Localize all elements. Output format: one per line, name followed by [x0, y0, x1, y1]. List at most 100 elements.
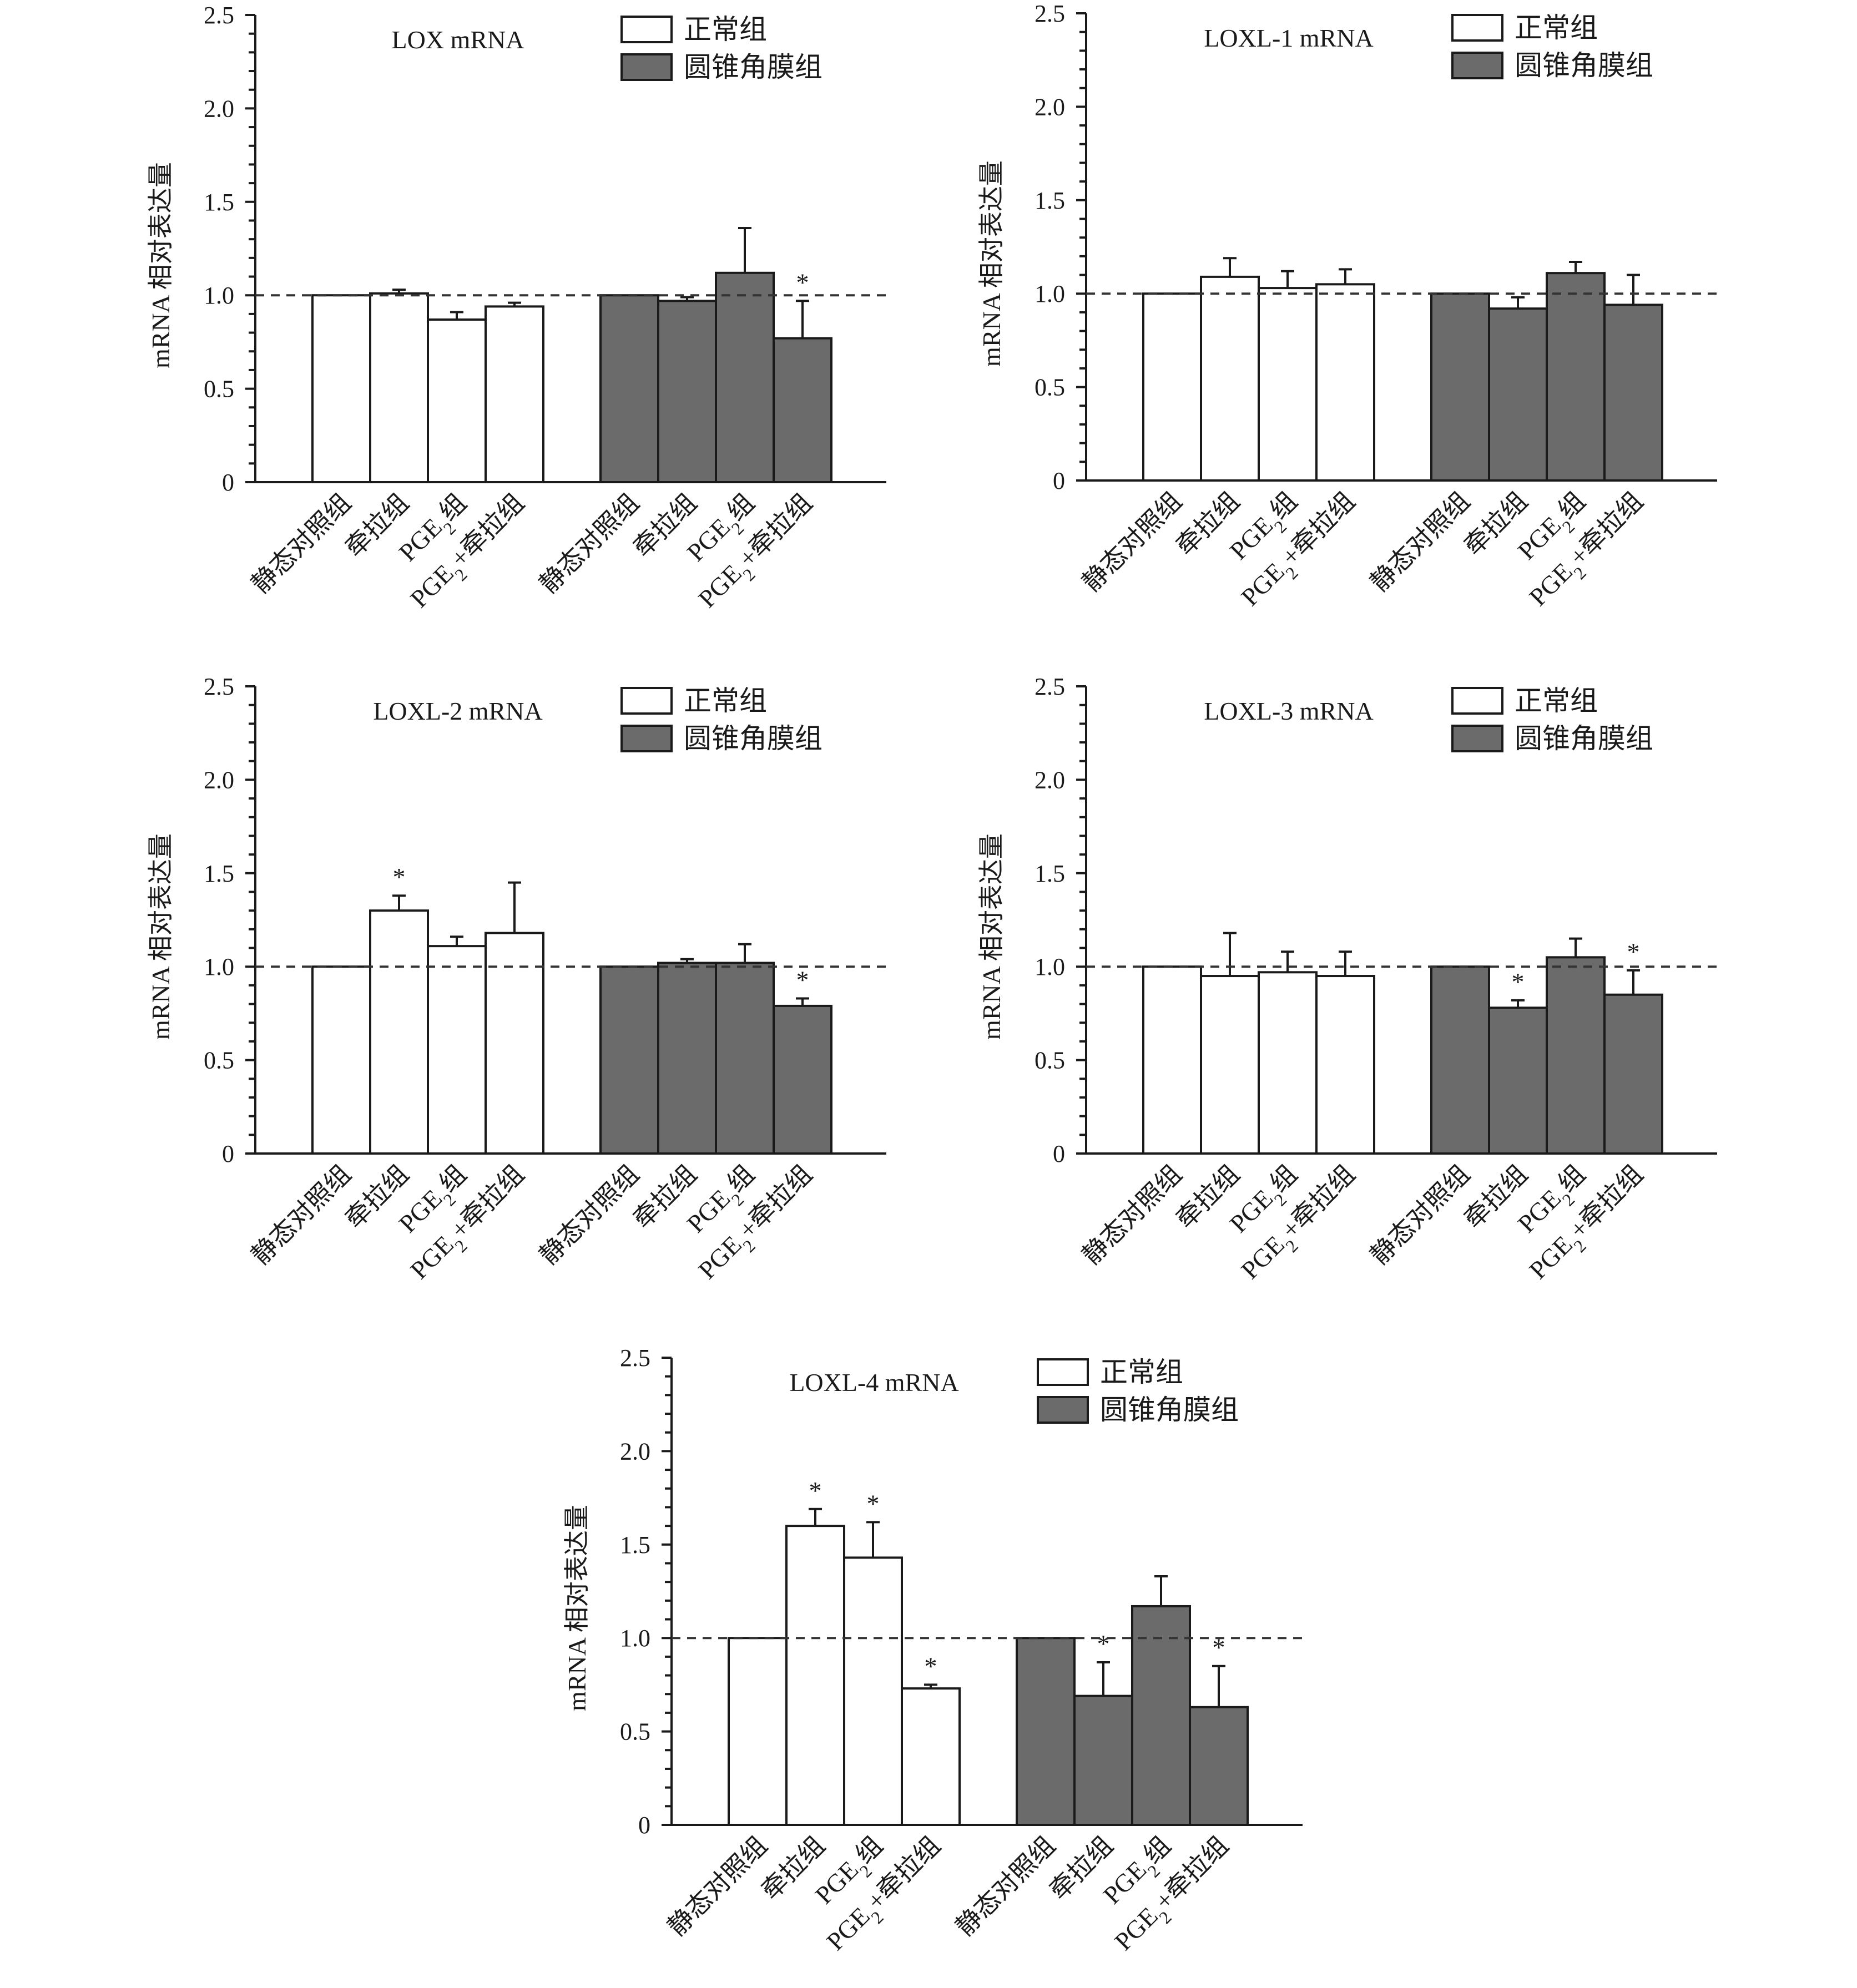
- y-tick-label: 2.5: [1035, 673, 1065, 700]
- legend-label-keratoconus: 圆锥角膜组: [1100, 1394, 1239, 1425]
- legend-swatch-normal: [1451, 14, 1503, 42]
- bar: [427, 318, 487, 483]
- bar: [773, 1004, 832, 1155]
- bar: [1430, 965, 1490, 1155]
- chart-panel-5: 0 0.5 1.0 1.5 2.0 2.5 mRNA 相对表达量 LOXL-4 mRNA 正常组…: [563, 1344, 1303, 1961]
- x-tick-label: 静态对照组: [246, 1160, 356, 1270]
- x-tick-label: 静态对照组: [1077, 487, 1187, 597]
- y-tick-label: 1.0: [1035, 280, 1065, 307]
- y-tick-label: 1.5: [1035, 860, 1065, 887]
- y-tick-label: 2.0: [1035, 93, 1065, 120]
- bar: [1546, 272, 1606, 482]
- legend-label-keratoconus: 圆锥角膜组: [1515, 50, 1653, 81]
- bar: [773, 337, 832, 483]
- x-tick-label: 静态对照组: [1077, 1160, 1187, 1270]
- y-tick-label: 2.5: [204, 673, 234, 700]
- x-tick-label: 静态对照组: [1365, 487, 1475, 597]
- x-tick-label: 静态对照组: [1365, 1160, 1475, 1270]
- y-tick-label: 2.5: [204, 2, 234, 29]
- chart-title: LOX mRNA: [392, 26, 524, 54]
- bar: [1430, 292, 1490, 482]
- bar: [1200, 275, 1260, 482]
- bar: [715, 962, 775, 1155]
- y-tick-label: 2.5: [620, 1344, 650, 1372]
- y-tick-label: 0.5: [204, 1047, 234, 1074]
- y-tick-label: 1.5: [1035, 187, 1065, 214]
- y-tick-label: 0: [1053, 467, 1065, 494]
- x-tick-label: 静态对照组: [662, 1831, 773, 1941]
- legend-label-normal: 正常组: [1515, 685, 1598, 716]
- y-axis-label: mRNA 相对表达量: [147, 833, 175, 1040]
- bar: [1073, 1694, 1133, 1826]
- bar: [1189, 1706, 1249, 1826]
- chart-panel-3: 0 0.5 1.0 1.5 2.0 2.5 mRNA 相对表达量 LOXL-2 mRNA 正常组…: [147, 673, 886, 1290]
- significance-star: *: [1213, 1633, 1225, 1662]
- y-tick-label: 0.5: [1035, 1047, 1065, 1074]
- y-tick-label: 1.0: [620, 1625, 650, 1652]
- legend-label-normal: 正常组: [684, 685, 767, 716]
- bar: [1142, 965, 1202, 1155]
- bar: [1142, 292, 1202, 482]
- bar: [1315, 975, 1375, 1155]
- y-axis-label: mRNA 相对表达量: [147, 162, 175, 368]
- y-tick-label: 0.5: [620, 1718, 650, 1746]
- y-tick-label: 2.0: [1035, 766, 1065, 793]
- bar: [1258, 971, 1318, 1155]
- significance-star: *: [925, 1652, 937, 1680]
- bar: [311, 294, 371, 483]
- y-tick-label: 1.0: [204, 282, 234, 309]
- bar: [1546, 956, 1606, 1155]
- y-tick-label: 0: [222, 1140, 234, 1167]
- legend-label-keratoconus: 圆锥角膜组: [684, 723, 822, 754]
- legend-label-keratoconus: 圆锥角膜组: [1515, 723, 1653, 754]
- legend-swatch-normal: [1037, 1358, 1089, 1386]
- significance-star: *: [1627, 938, 1640, 966]
- significance-star: *: [809, 1476, 822, 1505]
- x-tick-label: 静态对照组: [534, 1160, 644, 1270]
- legend-swatch-keratoconus: [1451, 725, 1503, 752]
- legend-label-keratoconus: 圆锥角膜组: [684, 52, 822, 83]
- y-tick-label: 2.0: [204, 95, 234, 122]
- chart-panel-2: 0 0.5 1.0 1.5 2.0 2.5 mRNA 相对表达量 LOXL-1 mRNA 正常组…: [977, 0, 1717, 617]
- bar: [728, 1637, 788, 1826]
- x-tick-label: 静态对照组: [246, 488, 356, 599]
- y-tick-label: 0.5: [1035, 374, 1065, 401]
- bar: [599, 965, 659, 1155]
- significance-star: *: [393, 863, 406, 891]
- bar: [599, 294, 659, 483]
- bar: [715, 271, 775, 483]
- y-tick-label: 1.5: [620, 1531, 650, 1559]
- bar: [1603, 993, 1663, 1155]
- bar: [485, 932, 544, 1155]
- y-tick-label: 1.5: [204, 860, 234, 887]
- chart-title: LOXL-4 mRNA: [789, 1368, 958, 1397]
- significance-star: *: [1512, 968, 1525, 996]
- chart-title: LOXL-2 mRNA: [373, 697, 542, 725]
- chart-title: LOXL-1 mRNA: [1204, 24, 1373, 52]
- significance-star: *: [796, 268, 809, 296]
- significance-star: *: [1097, 1630, 1110, 1658]
- legend-label-normal: 正常组: [684, 14, 767, 45]
- bar: [1488, 1006, 1548, 1155]
- legend-swatch-normal: [1451, 687, 1503, 715]
- bar: [369, 909, 429, 1155]
- y-tick-label: 1.5: [204, 189, 234, 216]
- bar: [843, 1556, 903, 1826]
- legend-swatch-keratoconus: [620, 53, 673, 81]
- y-axis-label: mRNA 相对表达量: [563, 1505, 591, 1711]
- bar: [657, 962, 717, 1155]
- bar: [901, 1687, 961, 1826]
- legend-swatch-keratoconus: [620, 725, 673, 752]
- y-tick-label: 0.5: [204, 376, 234, 403]
- y-tick-label: 0: [1053, 1140, 1065, 1167]
- bar: [1603, 303, 1663, 482]
- bar: [369, 292, 429, 483]
- legend-swatch-keratoconus: [1037, 1396, 1089, 1424]
- chart-panel-1: 0 0.5 1.0 1.5 2.0 2.5 mRNA 相对表达量 LOX mRNA 正常组圆锥角…: [147, 2, 886, 619]
- bar: [1200, 975, 1260, 1155]
- legend-swatch-keratoconus: [1451, 52, 1503, 79]
- legend-swatch-normal: [620, 687, 673, 715]
- bar: [1016, 1637, 1076, 1826]
- bar: [1488, 307, 1548, 482]
